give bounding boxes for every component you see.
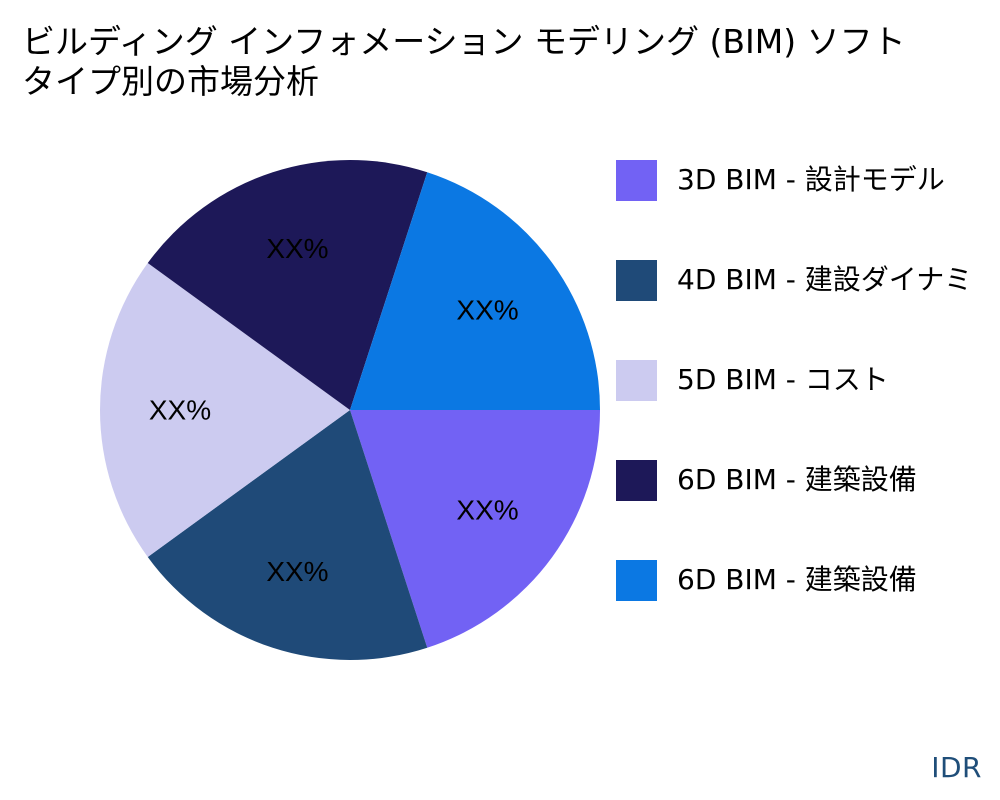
legend-item: 4D BIM - 建設ダイナミ xyxy=(616,260,1000,301)
legend-item: 3D BIM - 設計モデル xyxy=(616,160,1000,201)
legend-label: 4D BIM - 建設ダイナミ xyxy=(677,263,973,296)
legend-swatch xyxy=(616,160,657,201)
pie-slice-label: XX% xyxy=(266,556,328,587)
legend-swatch xyxy=(616,460,657,501)
legend-swatch xyxy=(616,360,657,401)
chart-title-line-1: ビルディング インフォメーション モデリング (BIM) ソフト xyxy=(22,22,906,61)
legend-label: 3D BIM - 設計モデル xyxy=(677,163,945,196)
chart-title-line-2: タイプ別の市場分析 xyxy=(22,62,319,101)
legend-item: 6D BIM - 建築設備 xyxy=(616,460,1000,501)
legend-swatch xyxy=(616,560,657,601)
legend-label: 5D BIM - コスト xyxy=(677,363,889,396)
pie-slice xyxy=(147,410,428,660)
legend-item: 6D BIM - 建築設備 xyxy=(616,560,1000,601)
pie-slice xyxy=(100,263,350,557)
watermark: IDR xyxy=(931,751,982,784)
legend-swatch xyxy=(616,260,657,301)
pie-slice-label: XX% xyxy=(266,233,328,264)
pie-slice xyxy=(147,160,428,410)
pie-slice-label: XX% xyxy=(456,295,518,326)
chart-title: ビルディング インフォメーション モデリング (BIM) ソフト タイプ別の市場… xyxy=(22,22,1000,102)
legend-item: 5D BIM - コスト xyxy=(616,360,1000,401)
legend-label: 6D BIM - 建築設備 xyxy=(677,463,917,496)
pie-slice xyxy=(350,172,600,410)
legend-label: 6D BIM - 建築設備 xyxy=(677,563,917,596)
pie-slice-label: XX% xyxy=(149,395,211,426)
pie-slice xyxy=(350,410,600,648)
pie-slice-label: XX% xyxy=(456,494,518,525)
